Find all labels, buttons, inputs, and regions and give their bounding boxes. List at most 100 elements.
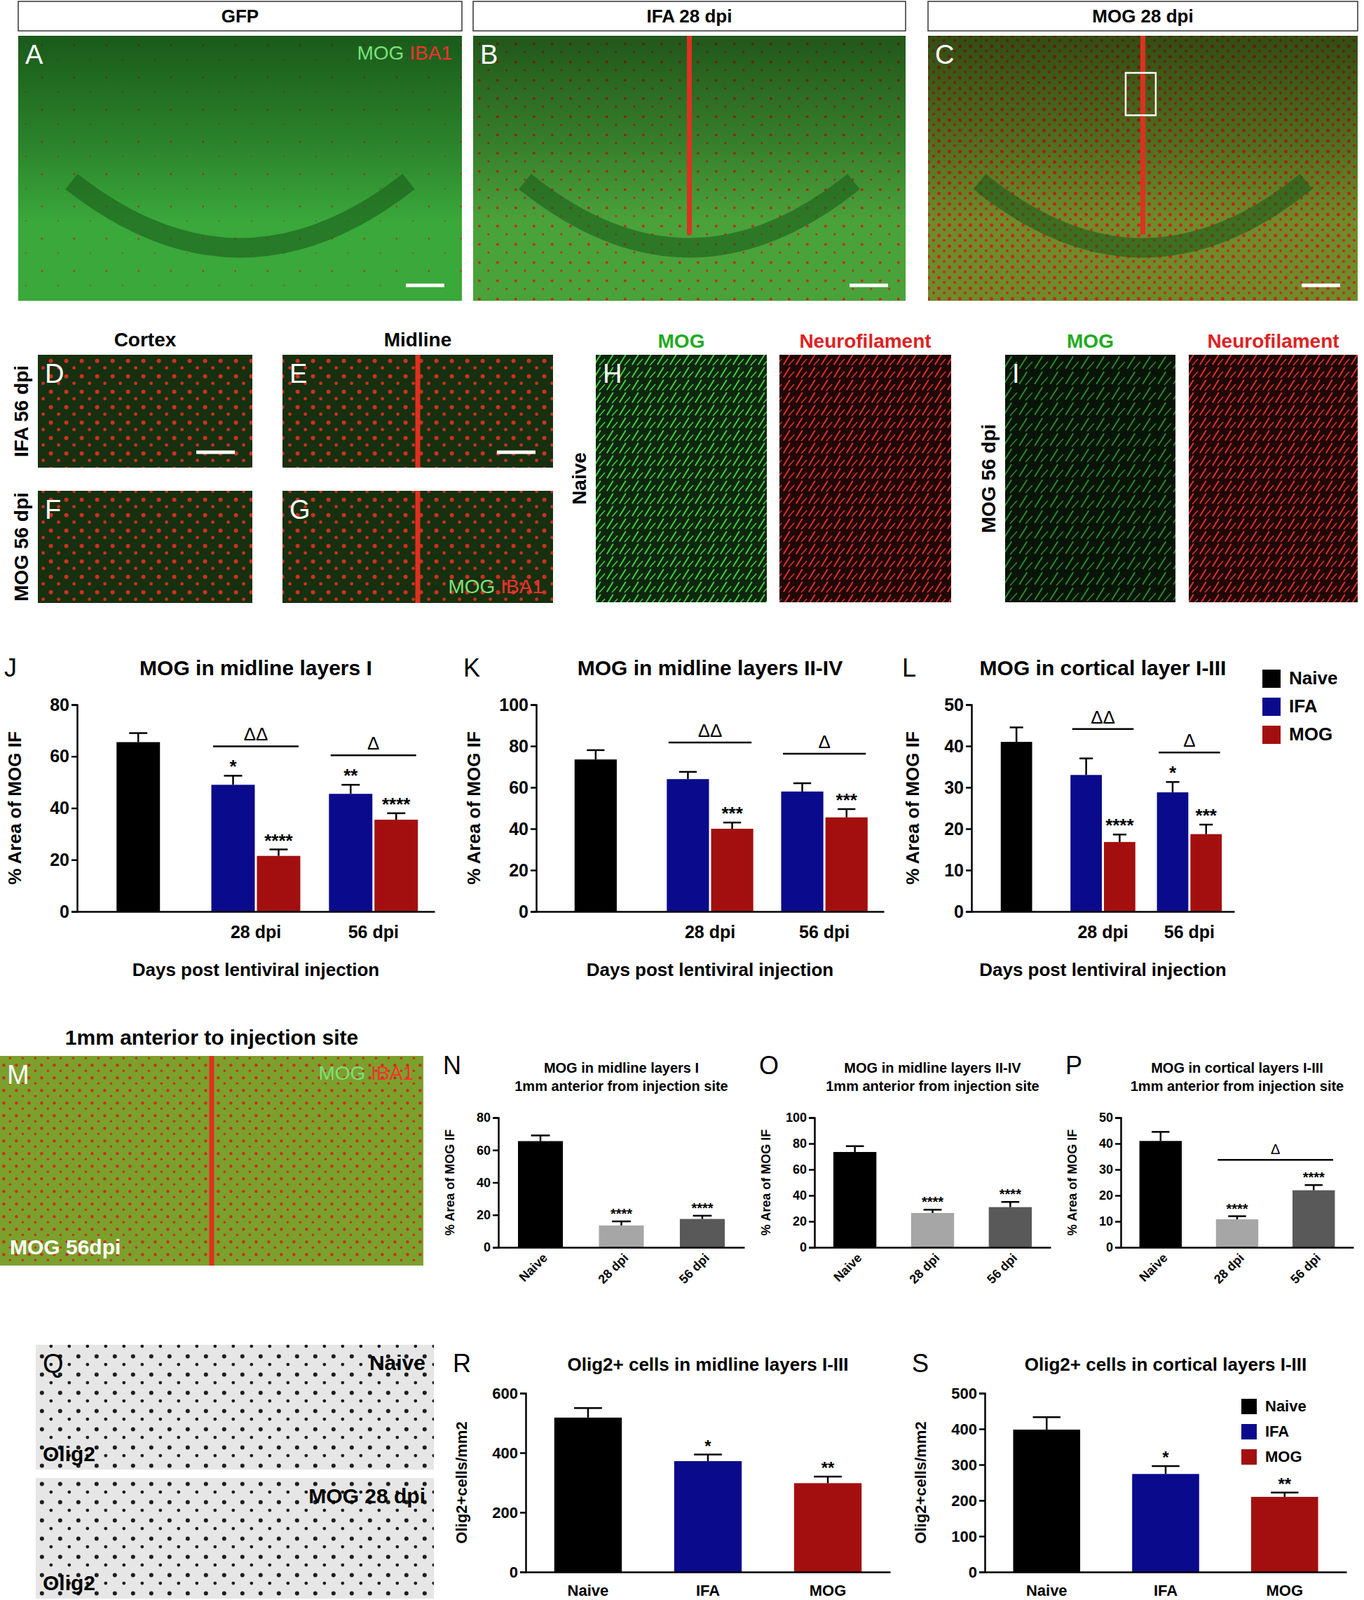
header-box <box>473 1 906 31</box>
tick-mark <box>520 1570 526 1573</box>
legend-swatch <box>1262 725 1281 744</box>
significance: **** <box>691 1199 713 1216</box>
tick: Naive <box>830 1246 865 1285</box>
stain-legend: MOGIBA1 <box>447 575 544 598</box>
panel-letter: G <box>289 494 311 525</box>
bar <box>679 1218 725 1247</box>
error-cap <box>574 1406 603 1409</box>
error-stem <box>1171 781 1175 793</box>
error-stem <box>595 749 598 760</box>
panel-letter: N <box>442 1050 462 1080</box>
tick-label: 60 <box>49 745 70 766</box>
legend: NaiveIFAMOG <box>1262 667 1338 745</box>
tick-label: 100 <box>951 1527 978 1545</box>
axis-line <box>979 1393 986 1573</box>
stain-label: MOG <box>356 42 404 64</box>
significance: * <box>704 1436 712 1456</box>
bar <box>989 1206 1032 1247</box>
plot-area: ***0200400600NaiveIFAMOGOlig2+cells/mm2 <box>452 1384 891 1599</box>
error-stem <box>1045 1416 1048 1430</box>
tick: 200 <box>492 1503 526 1522</box>
error-cap <box>128 731 148 734</box>
tick-label: 30 <box>944 777 964 797</box>
significance: **** <box>1303 1169 1325 1185</box>
tick: 28 dpi <box>230 911 282 942</box>
plot-area: ********ΔΔΔ0102030405028 dpi56 dpiDays p… <box>902 694 1236 981</box>
data-annotations: ******** <box>921 1185 1022 1210</box>
error-bar <box>813 1476 842 1483</box>
tick: 0 <box>1106 1239 1121 1254</box>
panel-letter: O <box>759 1050 779 1080</box>
axis-line <box>972 910 1236 913</box>
tick: 56 dpi <box>676 1246 713 1287</box>
bar <box>374 819 418 912</box>
tick-mark <box>808 1116 815 1119</box>
error-cap <box>531 1134 551 1137</box>
tick: 100 <box>499 694 537 715</box>
tick: 400 <box>492 1443 526 1462</box>
tick-mark <box>1115 1168 1121 1171</box>
plot-area: ***********ΔΔΔ02040608028 dpi56 dpiDays … <box>4 694 436 981</box>
micrograph <box>473 35 906 301</box>
tick-label: 0 <box>799 1239 807 1254</box>
bar <box>833 1151 877 1247</box>
y-axis: 0200400600 <box>492 1384 526 1581</box>
tick-label: Naive <box>830 1250 865 1285</box>
chart-title: MOG in midline layers I <box>543 1059 699 1076</box>
tile-title: Neurofilament <box>799 330 931 352</box>
chart-title: MOG in cortical layers I-III <box>1150 1059 1324 1076</box>
legend-swatch <box>1262 697 1281 716</box>
tick-mark <box>808 1168 815 1171</box>
axis-line <box>536 910 885 913</box>
significance: *** <box>721 802 743 824</box>
tick-mark <box>965 869 972 872</box>
image-panel: M1mm anterior to injection siteMOG 56dpi… <box>0 1025 424 1266</box>
error-bar <box>1305 1184 1323 1190</box>
panel-letter: B <box>480 39 498 70</box>
tile-stain: Olig2 <box>42 1570 96 1594</box>
column-title: Cortex <box>114 328 177 351</box>
panel-letter: I <box>1012 358 1020 389</box>
tick-label: 0 <box>1106 1239 1114 1254</box>
stain-legend: MOGIBA1 <box>318 1061 414 1084</box>
x-axis: 28 dpi56 dpi <box>972 911 1236 942</box>
marks <box>1139 1131 1336 1247</box>
significance: ** <box>821 1457 835 1477</box>
scale-bar <box>496 450 536 455</box>
significance: **** <box>999 1185 1022 1202</box>
tile-title: MOG <box>1066 330 1114 352</box>
tick-label: IFA <box>696 1581 720 1599</box>
error-stem <box>1164 1465 1168 1474</box>
tick-mark <box>979 1570 985 1573</box>
error-cap <box>679 771 697 774</box>
tick-mark <box>1115 1142 1121 1145</box>
tick-label: 28 dpi <box>595 1250 631 1287</box>
tick-label: 28 dpi <box>684 921 736 942</box>
comparison-line <box>668 741 752 744</box>
scale-bar <box>1301 283 1341 288</box>
significance: ** <box>343 764 359 786</box>
bar <box>1190 834 1222 912</box>
tick-mark <box>979 1392 985 1395</box>
x-axis: Naive28 dpi56 dpi <box>815 1246 1052 1287</box>
bar <box>598 1225 644 1247</box>
micrograph <box>37 490 253 603</box>
tick-label: 50 <box>944 694 964 715</box>
significance: * <box>229 755 237 777</box>
y-axis: 020406080100 <box>499 694 537 922</box>
bar <box>116 741 160 912</box>
tick-label: 80 <box>792 1136 807 1151</box>
stain-label: IBA1 <box>370 1061 414 1084</box>
panel-header: MOG 28 dpi <box>1092 5 1193 27</box>
legend-swatch <box>1241 1448 1257 1465</box>
stain-label: IBA1 <box>409 42 453 64</box>
axis-line <box>985 1570 1348 1573</box>
stain-legend: MOGIBA1 <box>356 42 453 64</box>
tick-label: 50 <box>1099 1110 1114 1125</box>
y-axis: 01020304050 <box>944 694 972 922</box>
tick-mark <box>520 1451 526 1454</box>
bar <box>780 791 823 912</box>
x-axis: Naive28 dpi56 dpi <box>499 1246 746 1287</box>
tick-mark <box>492 1214 499 1217</box>
axis-line <box>965 705 973 912</box>
